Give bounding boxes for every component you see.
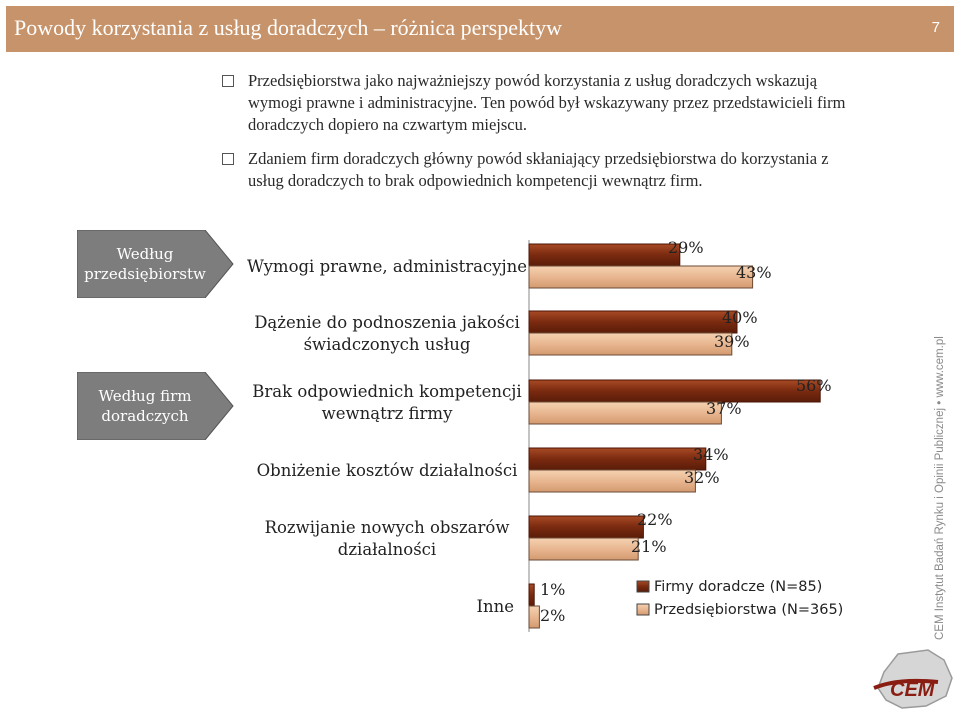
category-label: Inne — [476, 597, 514, 616]
category-label: Rozwijanie nowych obszarów — [265, 518, 510, 537]
page-number: 7 — [931, 19, 940, 36]
bar-firms — [528, 515, 644, 539]
legend-label: Firmy doradcze (N=85) — [654, 579, 822, 595]
cem-logo: CEM — [873, 649, 953, 709]
data-label-firms: 29% — [668, 238, 704, 257]
data-label-enterprises: 21% — [631, 537, 667, 556]
watermark-text: CEM Instytut Badań Rynku i Opinii Public… — [934, 336, 946, 640]
bar-firms — [528, 583, 535, 607]
bullet-text: Zdaniem firm doradczych główny powód skł… — [248, 149, 829, 190]
legend-label: Przedsiębiorstwa (N=365) — [654, 602, 843, 618]
data-label-enterprises: 43% — [736, 263, 772, 282]
bar-enterprises — [528, 537, 639, 561]
bar-enterprises — [528, 332, 733, 356]
callout-consultants-label: Według firm doradczych — [98, 387, 192, 425]
category-label: Dążenie do podnoszenia jakości — [254, 313, 520, 332]
checkbox-bullet-icon — [222, 75, 234, 87]
data-label-enterprises: 2% — [540, 606, 565, 625]
data-label-firms: 34% — [693, 445, 729, 464]
cem-logo-text: CEM — [890, 679, 936, 701]
legend-swatch — [636, 603, 650, 616]
legend-swatch — [636, 580, 650, 593]
data-label-firms: 1% — [540, 580, 565, 599]
bar-firms — [528, 310, 738, 334]
callout-enterprises: Według przedsiębiorstw — [77, 230, 235, 298]
bullet-item: Przedsiębiorstwa jako najważniejszy powó… — [222, 70, 862, 136]
data-label-enterprises: 37% — [706, 399, 742, 418]
checkbox-bullet-icon — [222, 153, 234, 165]
data-label-firms: 40% — [722, 308, 758, 327]
callout-enterprises-label: Według przedsiębiorstw — [84, 245, 206, 283]
category-label: Obniżenie kosztów działalności — [257, 461, 518, 480]
data-label-firms: 22% — [637, 510, 673, 529]
bar-enterprises — [528, 605, 540, 629]
bar-enterprises — [528, 265, 754, 289]
bar-firms — [528, 243, 681, 267]
bar-firms — [528, 379, 821, 403]
category-label: działalności — [338, 540, 436, 559]
data-label-enterprises: 39% — [714, 332, 750, 351]
category-label: Wymogi prawne, administracyjne — [247, 257, 527, 276]
bar-firms — [528, 447, 707, 471]
bar-enterprises — [528, 469, 696, 493]
category-label: świadczonych usług — [304, 335, 471, 354]
bullet-text: Przedsiębiorstwa jako najważniejszy powó… — [248, 71, 846, 134]
data-label-firms: 56% — [796, 376, 832, 395]
bar-enterprises — [528, 401, 722, 425]
slide-title: Powody korzystania z usług doradczych – … — [14, 15, 563, 40]
data-label-enterprises: 32% — [684, 468, 720, 487]
category-label: wewnątrz firmy — [322, 404, 453, 423]
category-label: Brak odpowiednich kompetencji — [252, 382, 521, 401]
bullet-item: Zdaniem firm doradczych główny powód skł… — [222, 148, 862, 192]
slide-header: Powody korzystania z usług doradczych – … — [6, 6, 954, 52]
callout-consultants: Według firm doradczych — [77, 372, 235, 440]
